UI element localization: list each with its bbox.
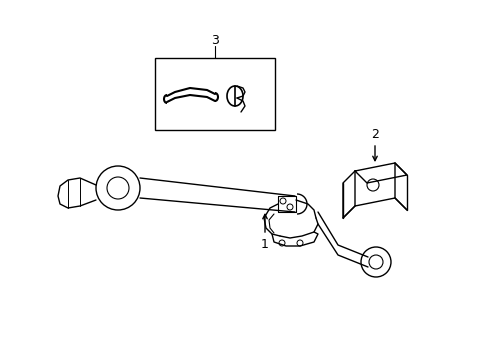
Text: 2: 2 [370,129,378,141]
Bar [155,58,274,130]
Text: 3: 3 [211,33,219,46]
Text: 1: 1 [261,238,268,251]
